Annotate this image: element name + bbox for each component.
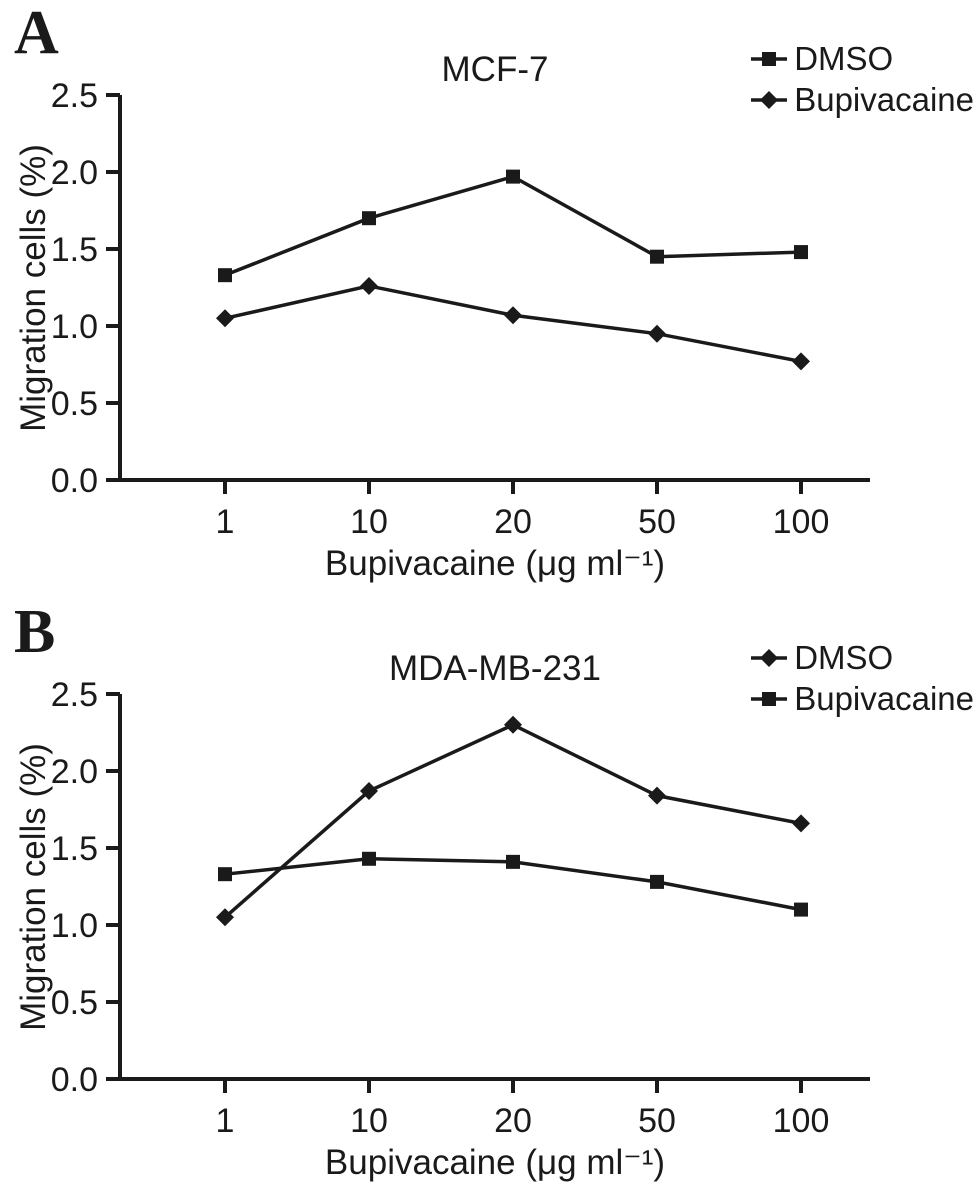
svg-text:0.5: 0.5 [51, 984, 98, 1022]
svg-text:0.0: 0.0 [51, 1061, 98, 1099]
svg-text:50: 50 [638, 1102, 676, 1140]
legend-label-dmso: DMSO [794, 40, 894, 77]
panel-a: A MCF-7 DMSO Bupivacaine Migration cells… [14, 0, 974, 583]
svg-text:100: 100 [773, 1102, 830, 1140]
legend-label-dmso: DMSO [794, 639, 894, 676]
svg-text:50: 50 [638, 503, 676, 541]
diamond-marker-icon [751, 90, 788, 110]
x-axis-label: Bupivacaine (μg ml⁻¹) [324, 544, 666, 583]
legend-a: DMSO Bupivacaine [751, 40, 974, 119]
chart-title-mda-mb-231: MDA-MB-231 [389, 649, 601, 688]
chart-title-mcf7: MCF-7 [441, 50, 549, 89]
legend-label-bupivacaine: Bupivacaine [794, 81, 974, 118]
svg-text:20: 20 [494, 503, 532, 541]
legend-item-dmso: DMSO [751, 639, 893, 677]
svg-text:2.0: 2.0 [51, 753, 98, 791]
svg-text:100: 100 [773, 503, 830, 541]
svg-text:1.0: 1.0 [51, 907, 98, 945]
panel-b-label: B [14, 598, 56, 666]
svg-text:1.0: 1.0 [51, 308, 98, 346]
square-marker-icon [751, 49, 788, 69]
x-axis-label: Bupivacaine (μg ml⁻¹) [324, 1143, 666, 1182]
svg-text:10: 10 [350, 503, 388, 541]
diamond-marker-icon [751, 648, 788, 668]
svg-text:1: 1 [216, 1102, 235, 1140]
legend-item-dmso: DMSO [751, 40, 893, 78]
panel-a-label: A [14, 0, 59, 67]
svg-text:2.5: 2.5 [51, 77, 98, 115]
legend-b: DMSO Bupivacaine [751, 639, 974, 718]
svg-text:2.0: 2.0 [51, 154, 98, 192]
legend-item-bupivacaine: Bupivacaine [751, 81, 974, 119]
svg-text:1.5: 1.5 [51, 231, 98, 269]
svg-text:2.5: 2.5 [51, 676, 98, 714]
plot-area: 0.0 0.5 1.0 1.5 2.0 2.5 1 10 20 50 100 [51, 77, 870, 541]
panel-b: B MDA-MB-231 DMSO Bupivacaine Migration … [0, 599, 980, 1198]
svg-text:0.5: 0.5 [51, 385, 98, 423]
svg-text:0.0: 0.0 [51, 462, 98, 500]
legend-item-bupivacaine: Bupivacaine [751, 680, 974, 718]
square-marker-icon [751, 689, 788, 709]
plot-area: 0.0 0.5 1.0 1.5 2.0 2.5 1 10 20 50 100 [51, 676, 870, 1140]
svg-text:10: 10 [350, 1102, 388, 1140]
svg-text:1.5: 1.5 [51, 830, 98, 868]
svg-text:1: 1 [216, 503, 235, 541]
svg-text:20: 20 [494, 1102, 532, 1140]
legend-label-bupivacaine: Bupivacaine [794, 680, 974, 717]
